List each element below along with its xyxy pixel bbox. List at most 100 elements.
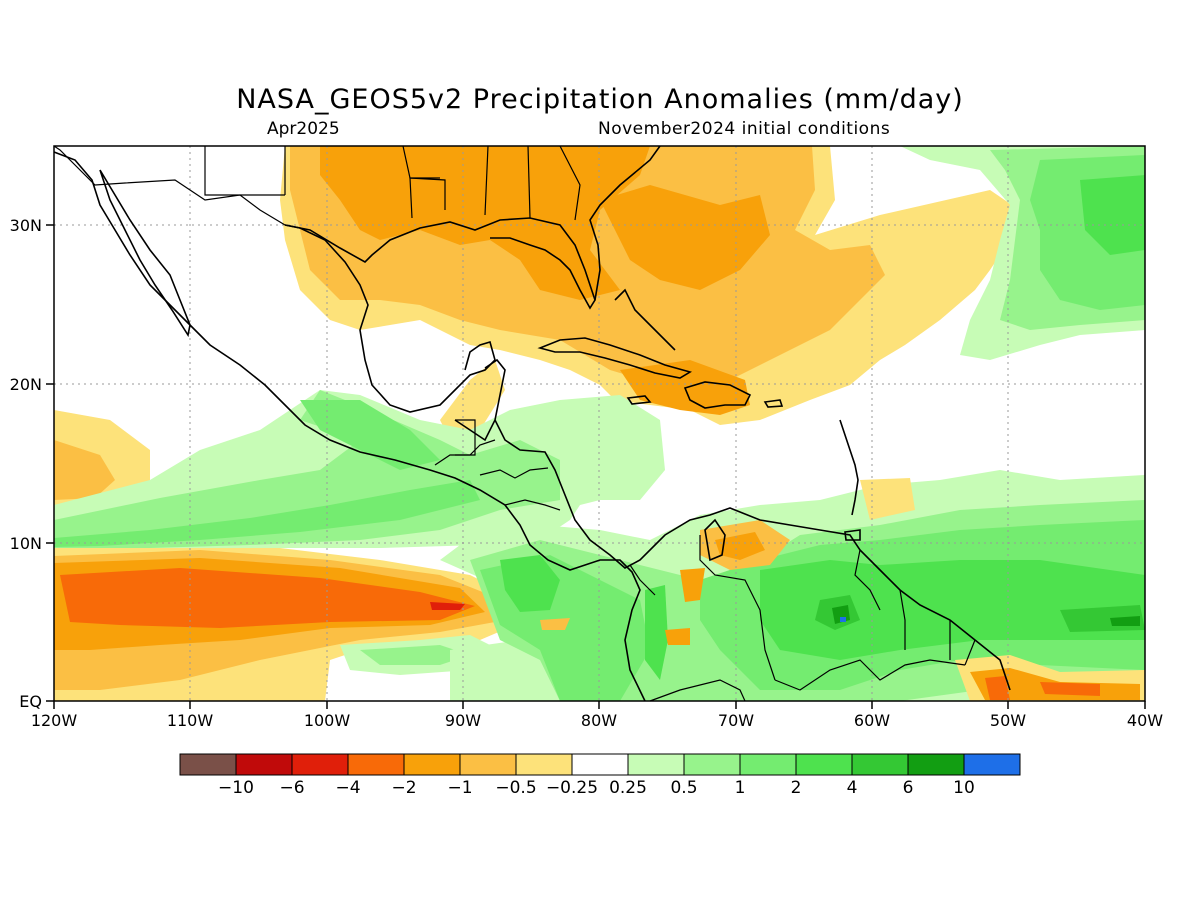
dry-pocket-north-brazil-peak	[985, 676, 1010, 700]
colorbar-label: −6	[279, 778, 304, 798]
coastline-bahamas	[614, 288, 676, 351]
colorbar: −10 −6 −4 −2 −1 −0.5 −0.25 0.25 0.5 1 2 …	[179, 753, 1021, 798]
dry-region-pacific-peak	[430, 602, 465, 610]
colorbar-swatch	[627, 753, 685, 776]
dry-pocket-venezuela-core	[715, 532, 765, 560]
wet-region-panama-core	[500, 555, 560, 612]
colorbar-swatch	[963, 753, 1021, 776]
lon-tick-label: 60W	[854, 711, 890, 730]
wet-region-south-pacific-core	[360, 645, 470, 665]
coastline-baja	[99, 169, 191, 338]
colorbar-label: −4	[335, 778, 360, 798]
colorbar-swatches	[179, 753, 1021, 776]
dry-pocket-north-brazil-east	[1040, 682, 1100, 696]
border-us-states-5	[559, 145, 581, 221]
colorbar-labels: −10 −6 −4 −2 −1 −0.5 −0.25 0.25 0.5 1 2 …	[218, 778, 975, 798]
colorbar-swatch	[683, 753, 741, 776]
border-colombia-peru	[649, 679, 746, 702]
border-fg-brazil	[964, 639, 976, 666]
colorbar-swatch	[347, 753, 405, 776]
dry-region-gulf-atlantic-core	[320, 146, 650, 300]
gridlines	[54, 146, 1145, 701]
dry-pocket-colombia-1	[680, 568, 705, 602]
coastline-gulf-of-mexico	[284, 224, 496, 413]
tick-marks	[46, 224, 1146, 709]
coastline-cuba	[537, 337, 693, 379]
lon-tick-label: 50W	[990, 711, 1026, 730]
dry-region-mexico-pacific-core	[54, 440, 115, 500]
wet-region-north-atlantic-strong	[1080, 175, 1145, 255]
colorbar-label: 2	[791, 778, 802, 798]
coastline-us-gulf	[284, 217, 596, 310]
colorbar-label: 0.5	[670, 778, 697, 798]
border-colombia-venezuela	[699, 535, 776, 681]
lon-tick-label: 80W	[581, 711, 617, 730]
colorbar-label: 6	[903, 778, 914, 798]
border-panama-colombia	[629, 564, 656, 596]
coastline-jamaica	[626, 395, 652, 405]
latitude-labels: EQ 10N 20N 30N	[10, 216, 42, 711]
page-title: NASA_GEOS5v2 Precipitation Anomalies (mm…	[236, 84, 964, 115]
colorbar-label: 0.25	[609, 778, 647, 798]
coastline-lake-maracaibo	[704, 518, 726, 562]
coastline-central-america-caribbean	[494, 419, 1011, 691]
coastline-trinidad	[844, 529, 861, 541]
wet-region-pacific-core	[54, 480, 480, 547]
border-us-states-6	[409, 177, 440, 219]
wet-region-east-atlantic-peak	[1110, 616, 1140, 626]
wet-region-guiana-max	[840, 617, 846, 622]
border-brazil-north	[774, 659, 966, 691]
lon-tick-label: 70W	[718, 711, 754, 730]
lat-tick-label: 10N	[10, 534, 42, 553]
dry-pocket-lesser-antilles	[860, 478, 915, 520]
lon-tick-label: 110W	[167, 711, 214, 730]
border-us-states-3	[484, 145, 489, 216]
colorbar-swatch	[235, 753, 293, 776]
colorbar-swatch	[907, 753, 965, 776]
coastline-lesser-antilles	[839, 419, 859, 516]
coastline-yucatan	[454, 358, 506, 442]
colorbar-label: −0.5	[495, 778, 536, 798]
border-us-mexico	[53, 145, 286, 226]
colorbar-swatch	[459, 753, 517, 776]
dry-pocket-central-america	[540, 618, 570, 630]
lon-tick-label: 120W	[31, 711, 78, 730]
colorbar-label: −1	[447, 778, 472, 798]
border-honduras	[479, 467, 549, 479]
border-nicaragua	[504, 499, 561, 511]
coastline-mexico-pacific	[53, 151, 646, 702]
colorbar-swatch	[515, 753, 573, 776]
border-guyana-suriname	[899, 589, 906, 650]
colorbar-swatch	[571, 753, 629, 776]
lon-tick-label: 40W	[1127, 711, 1163, 730]
coastline-florida-atlantic	[589, 145, 661, 301]
dry-pocket-colombia-2	[665, 628, 690, 645]
border-us-states-2	[402, 145, 446, 210]
colorbar-swatch	[403, 753, 461, 776]
border-venezuela-guyana	[854, 549, 881, 611]
lon-tick-label: 100W	[304, 711, 351, 730]
colorbar-swatch	[291, 753, 349, 776]
colorbar-label: 10	[953, 778, 975, 798]
initial-conditions-label: November2024 initial conditions	[598, 119, 891, 139]
wet-region-colombia-core	[645, 585, 668, 680]
wet-region-guiana-strong	[760, 560, 1145, 660]
border-us-states-4	[527, 145, 531, 219]
colorbar-swatch	[179, 753, 237, 776]
wet-region-gulf-honduras	[300, 400, 440, 470]
political-borders	[53, 145, 976, 702]
border-us-mexico-rio-grande	[204, 146, 285, 196]
colorbar-label: 1	[735, 778, 746, 798]
coastline-puerto-rico	[763, 399, 784, 408]
colorbar-label: 4	[847, 778, 858, 798]
anomaly-fields	[54, 146, 1145, 701]
lat-tick-label: EQ	[19, 692, 42, 711]
colorbar-swatch	[851, 753, 909, 776]
colorbar-swatch	[795, 753, 853, 776]
dry-region-florida-atlantic-core	[600, 185, 770, 290]
colorbar-swatch	[739, 753, 797, 776]
coastline-hispaniola	[683, 381, 752, 409]
lat-tick-label: 20N	[10, 375, 42, 394]
colorbar-label: −0.25	[546, 778, 598, 798]
